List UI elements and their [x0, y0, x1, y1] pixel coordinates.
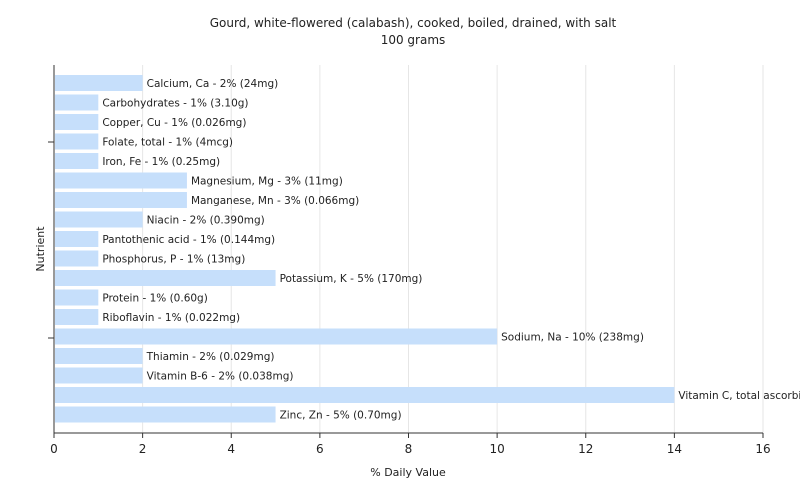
x-tick-label: 6 [316, 442, 324, 456]
bar-label: Iron, Fe - 1% (0.25mg) [102, 156, 220, 168]
bar-label: Niacin - 2% (0.390mg) [147, 215, 265, 227]
bar-label: Protein - 1% (0.60g) [102, 293, 208, 305]
x-tick-label: 16 [755, 442, 770, 456]
bar [55, 133, 99, 150]
x-tick-label: 8 [405, 442, 413, 456]
bar [55, 94, 99, 111]
x-tick-label: 2 [139, 442, 147, 456]
bar-label: Vitamin B-6 - 2% (0.038mg) [147, 371, 294, 383]
bars: Calcium, Ca - 2% (24mg) Carbohydrates - 1… [55, 75, 800, 423]
bar [55, 348, 143, 364]
bar [55, 387, 675, 403]
bar-label: Magnesium, Mg - 3% (11mg) [191, 176, 343, 188]
bar-label: Carbohydrates - 1% (3.10g) [102, 98, 248, 110]
x-tick-label: 10 [489, 442, 504, 456]
bar [55, 309, 99, 325]
x-ticks: 0 2 4 6 8 10 12 14 16 [50, 433, 771, 456]
bar [55, 406, 276, 423]
bar-label: Zinc, Zn - 5% (0.70mg) [280, 410, 402, 422]
x-axis-label: % Daily Value [370, 466, 446, 479]
bar-label: Phosphorus, P - 1% (13mg) [102, 254, 245, 266]
bar [55, 192, 187, 208]
x-tick-label: 4 [227, 442, 235, 456]
bar [55, 75, 143, 91]
bar [55, 270, 276, 286]
x-tick-label: 12 [578, 442, 593, 456]
bar-label: Thiamin - 2% (0.029mg) [146, 351, 275, 363]
bar-label: Pantothenic acid - 1% (0.144mg) [102, 234, 275, 246]
bar [55, 153, 99, 169]
bar-label: Calcium, Ca - 2% (24mg) [147, 78, 279, 90]
x-tick-label: 14 [667, 442, 682, 456]
bar-label: Vitamin C, total ascorbic acid - 14% (8.… [678, 390, 800, 402]
bar-label: Folate, total - 1% (4mcg) [102, 137, 233, 149]
chart-subtitle: 100 grams [381, 33, 446, 47]
bar [55, 289, 99, 306]
y-axis-label: Nutrient [34, 226, 47, 272]
x-tick-label: 0 [50, 442, 58, 456]
bar [55, 367, 143, 384]
bar [55, 211, 143, 228]
bar-label: Riboflavin - 1% (0.022mg) [102, 312, 240, 324]
bar [55, 114, 99, 130]
bar [55, 231, 99, 247]
bar-label: Manganese, Mn - 3% (0.066mg) [191, 195, 359, 207]
chart-title: Gourd, white-flowered (calabash), cooked… [210, 16, 617, 30]
bar-label: Sodium, Na - 10% (238mg) [501, 332, 644, 344]
bar [55, 328, 498, 345]
bar-label: Potassium, K - 5% (170mg) [280, 273, 423, 285]
bar [55, 172, 187, 189]
gridlines [142, 65, 764, 433]
bar [55, 250, 99, 267]
bar-label: Copper, Cu - 1% (0.026mg) [102, 117, 246, 129]
